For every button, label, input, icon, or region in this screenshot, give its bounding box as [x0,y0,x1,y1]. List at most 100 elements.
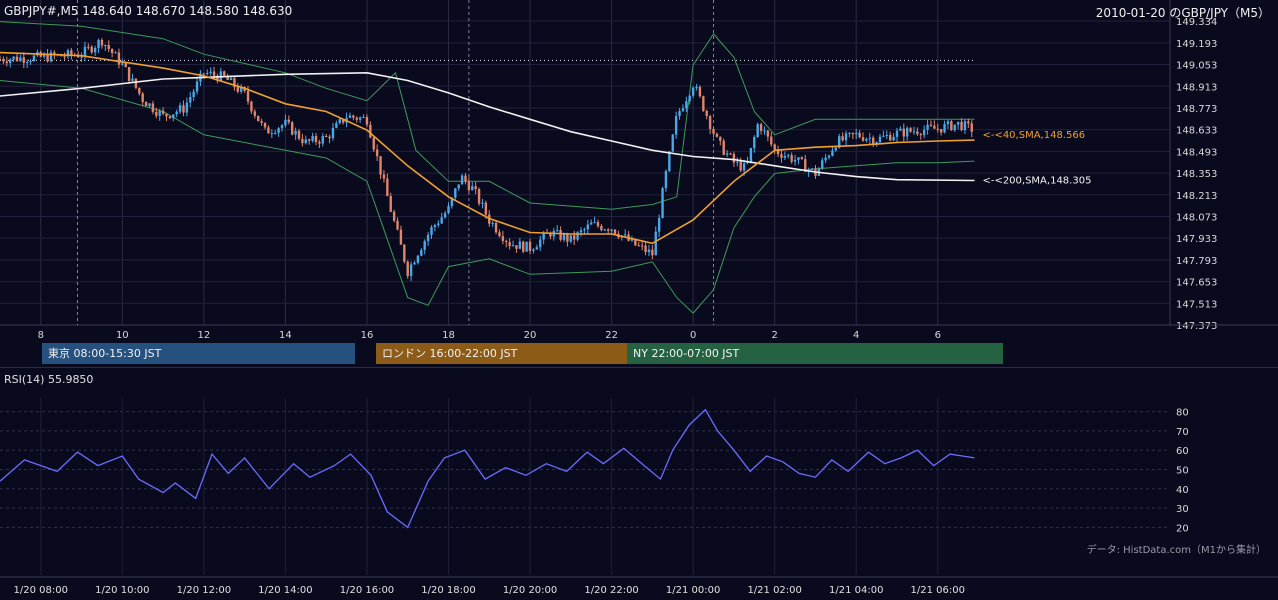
candle-body [953,124,956,131]
candle-body [311,135,314,141]
candle-body [379,156,382,175]
candle-body [335,123,338,128]
candle-body [209,71,212,73]
candle-body [124,63,127,68]
candle-body [257,115,260,122]
candle-body [144,102,148,106]
candle-body [963,121,967,131]
candle-body [715,133,719,137]
candle-body [776,149,780,155]
candle-body [491,222,494,224]
candle-body [2,58,5,62]
x-tick-label: 12 [197,330,210,341]
candle-body [518,241,522,249]
sma40-label: <-<40,SMA,148.566 [982,130,1085,141]
candle-body [861,137,865,141]
candle-body [375,149,379,157]
candle-body [678,111,681,117]
rsi-x-tick-label: 1/20 10:00 [95,585,149,596]
candle-body [182,105,185,113]
rsi-x-tick-label: 1/20 14:00 [258,585,312,596]
candle-body [685,101,688,109]
candle-body [732,153,736,163]
candle-body [229,78,233,80]
rsi-y-tick-label: 40 [1176,485,1189,496]
candle-body [763,130,766,132]
candle-body [922,129,926,136]
candle-body [722,140,725,155]
candle-body [53,52,56,56]
candle-body [280,125,284,129]
candle-body [912,131,916,133]
candle-body [606,229,610,231]
candle-body [708,116,712,129]
candle-body [848,132,851,134]
candle-body [610,229,613,231]
candle-body [783,155,787,158]
candle-body [824,157,827,161]
y-tick-label: 147.793 [1176,256,1217,267]
candle-body [175,111,178,115]
candle-body [362,117,365,119]
candle-body [664,170,668,189]
candle-body [956,121,960,125]
candle-body [895,130,899,137]
candle-body [121,63,124,65]
candle-body [885,134,888,136]
candle-body [396,220,399,230]
candle-body [583,229,586,231]
candle-body [443,213,447,218]
rsi-x-tick-label: 1/20 16:00 [340,585,394,596]
candle-body [477,189,481,204]
candle-body [29,61,32,63]
candle-body [902,128,905,137]
candle-body [131,78,134,81]
candle-body [114,52,117,54]
candle-body [471,186,474,191]
candle-body [756,124,759,138]
candle-body [338,119,341,124]
candle-body [178,105,182,112]
candle-body [647,249,651,253]
candle-body [223,71,226,76]
candle-body [389,196,392,212]
candle-body [341,119,345,123]
candle-body [328,136,331,139]
candle-body [474,186,477,190]
candle-body [369,124,372,138]
candle-body [878,136,882,143]
candle-body [753,137,756,149]
candle-body [192,91,195,97]
candle-body [929,124,933,126]
candle-body [93,47,97,53]
candle-body [933,125,936,129]
candle-body [579,230,583,233]
candle-body [569,235,573,242]
candle-body [600,226,603,231]
rsi-x-tick-label: 1/21 00:00 [666,585,720,596]
candle-body [141,93,144,103]
candle-body [324,136,328,138]
y-tick-label: 149.053 [1176,61,1217,72]
candle-body [8,59,12,64]
candle-body [46,54,49,62]
candle-body [515,245,518,249]
x-tick-label: 18 [442,330,455,341]
candle-body [25,61,29,63]
candle-body [464,175,467,182]
candle-body [916,131,919,135]
rsi-x-tick-label: 1/20 18:00 [421,585,475,596]
candle-body [892,136,895,141]
candle-body [127,67,131,81]
x-tick-label: 4 [853,330,859,341]
candle-body [409,264,413,277]
candle-body [654,231,657,256]
chart-date-title: 2010-01-20 のGBP/JPY（M5） [1095,6,1270,20]
candle-body [49,52,53,62]
candle-body [107,44,110,49]
candle-body [484,202,488,215]
y-tick-label: 149.334 [1176,17,1217,28]
candle-body [865,138,868,141]
y-tick-label: 148.913 [1176,82,1217,93]
rsi-y-tick-label: 60 [1176,446,1189,457]
